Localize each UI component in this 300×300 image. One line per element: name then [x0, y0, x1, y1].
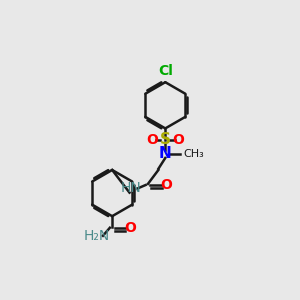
- Text: O: O: [147, 133, 158, 147]
- Text: CH₃: CH₃: [184, 149, 205, 159]
- Text: HN: HN: [120, 182, 141, 196]
- Text: S: S: [160, 132, 171, 147]
- Text: O: O: [160, 178, 172, 192]
- Text: N: N: [159, 146, 172, 161]
- Text: O: O: [124, 221, 136, 235]
- Text: H₂N: H₂N: [84, 229, 110, 243]
- Text: Cl: Cl: [158, 64, 173, 78]
- Text: O: O: [172, 133, 184, 147]
